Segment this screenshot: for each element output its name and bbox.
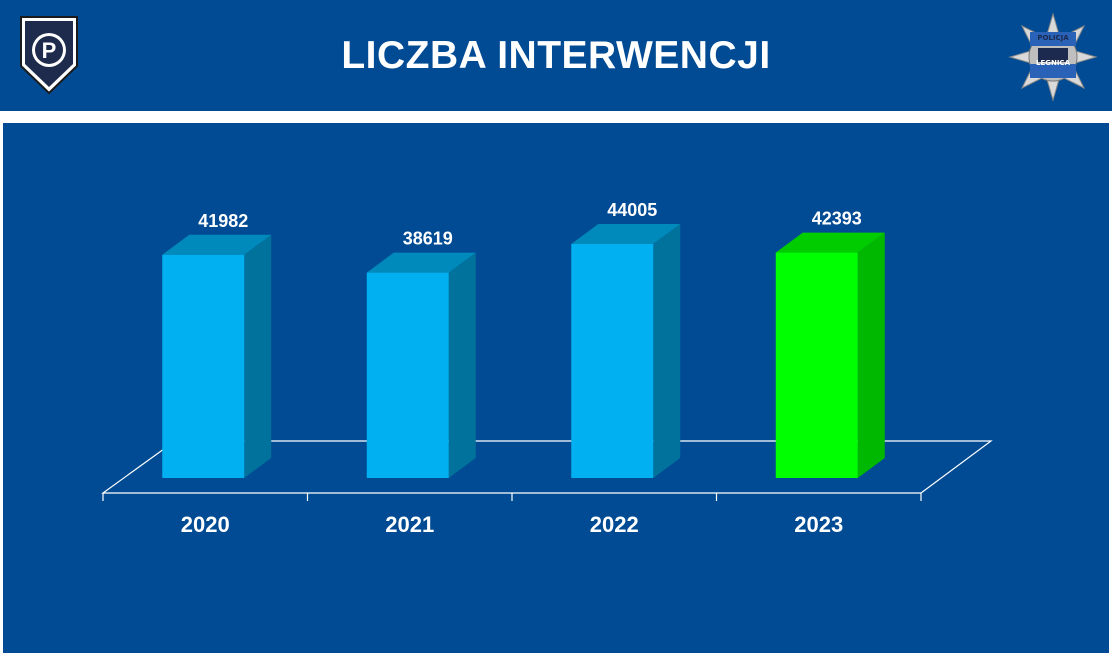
category-label-2023: 2023 xyxy=(794,512,843,537)
bar-side xyxy=(653,224,681,478)
value-label-2023: 42393 xyxy=(812,209,862,229)
bar-2022 xyxy=(571,224,681,478)
bar-front xyxy=(571,244,654,478)
police-star-badge-icon xyxy=(1008,12,1098,102)
bar-top xyxy=(162,234,272,255)
badge-text-top: POLICJA xyxy=(1037,34,1069,42)
badge-text-bottom: LEGNICA xyxy=(1035,59,1070,67)
svg-text:P: P xyxy=(42,38,57,63)
value-label-2020: 41982 xyxy=(198,211,248,231)
police-p-shield-icon: P xyxy=(20,16,78,95)
chart-labels: 41982 2020 38619 2021 44005 2022 42393 2023 xyxy=(181,200,862,537)
floor-outline xyxy=(101,440,993,494)
bar-side xyxy=(857,232,885,478)
category-label-2022: 2022 xyxy=(590,512,639,537)
chart-bars xyxy=(162,224,885,478)
bar-top xyxy=(775,232,885,253)
bar-side xyxy=(244,234,272,478)
value-label-2022: 44005 xyxy=(607,200,657,220)
bar-side xyxy=(448,252,476,478)
page-title: LICZBA INTERWENCJI xyxy=(341,34,771,77)
bar-top xyxy=(366,252,476,273)
bar-front xyxy=(366,272,449,478)
bar-front xyxy=(162,254,245,478)
bar-front xyxy=(775,252,858,478)
header-bar xyxy=(0,0,1112,111)
chart-floor xyxy=(101,440,993,501)
bar-top xyxy=(571,224,681,244)
bar-2020 xyxy=(162,234,272,478)
bar-2021 xyxy=(366,252,476,478)
category-label-2020: 2020 xyxy=(181,512,230,537)
category-label-2021: 2021 xyxy=(385,512,434,537)
bar-2023 xyxy=(775,232,885,478)
value-label-2021: 38619 xyxy=(403,229,453,249)
